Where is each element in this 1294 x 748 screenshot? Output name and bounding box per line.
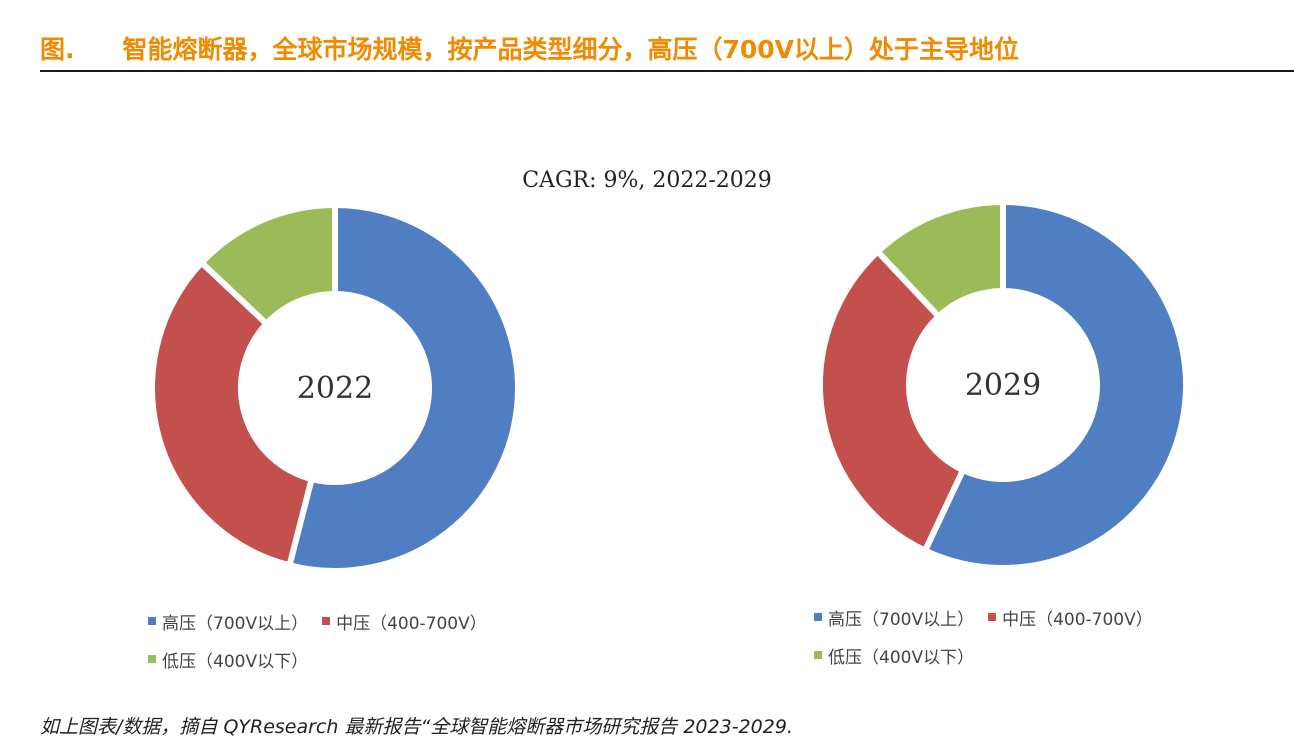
legend-swatch-mid (988, 613, 997, 621)
header-rule (40, 70, 1294, 72)
legend-item-high: 高压（700V以上） (814, 605, 974, 630)
legend-swatch-high (814, 613, 822, 621)
legend-swatch-mid (322, 617, 331, 625)
legend-item-mid: 中压（400-700V） (988, 605, 1153, 630)
donut-chart-2022: 2022 (149, 202, 521, 574)
legend-label-low: 低压（400V以下） (162, 651, 309, 672)
donut-center-label-2022: 2022 (297, 371, 373, 406)
donut-slice-low-2022 (198, 202, 338, 327)
donut-center-label-2029: 2029 (965, 368, 1041, 403)
legend-swatch-high (148, 617, 156, 625)
legend-item-low: 低压（400V以下） (148, 647, 308, 672)
source-note: 如上图表/数据，摘自 QYResearch 最新报告“全球智能熔断器市场研究报告… (40, 716, 793, 738)
legend-2022: 高压（700V以上） 中压（400-700V） 低压（400V以下） (148, 602, 487, 678)
figure-header: 图. 智能熔断器，全球市场规模，按产品类型细分，高压（700V以上）处于主导地位 (40, 28, 1260, 68)
legend-2029: 高压（700V以上） 中压（400-700V） 低压（400V以下） (814, 598, 1153, 674)
legend-item-high: 高压（700V以上） (148, 609, 308, 634)
legend-swatch-low (148, 655, 156, 663)
legend-item-low: 低压（400V以下） (814, 643, 974, 668)
figure-title: 智能熔断器，全球市场规模，按产品类型细分，高压（700V以上）处于主导地位 (122, 35, 1020, 64)
legend-label-mid: 中压（400-700V） (336, 613, 487, 634)
donut-slice-mid-2022 (149, 259, 315, 569)
donut-chart-2029: 2029 (817, 199, 1189, 571)
donut-slice-high-2029 (922, 199, 1189, 571)
cagr-annotation: CAGR: 9%, 2022-2029 (522, 168, 772, 193)
legend-label-high: 高压（700V以上） (162, 613, 309, 634)
legend-label-low: 低压（400V以下） (828, 647, 975, 668)
legend-label-high: 高压（700V以上） (828, 609, 975, 630)
donut-slice-mid-2029 (817, 248, 966, 554)
donut-slice-low-2029 (874, 199, 1006, 320)
legend-swatch-low (814, 651, 822, 659)
legend-item-mid: 中压（400-700V） (322, 609, 487, 634)
donut-slice-high-2022 (286, 202, 521, 574)
legend-label-mid: 中压（400-700V） (1002, 609, 1153, 630)
figure-label: 图. (40, 35, 75, 64)
